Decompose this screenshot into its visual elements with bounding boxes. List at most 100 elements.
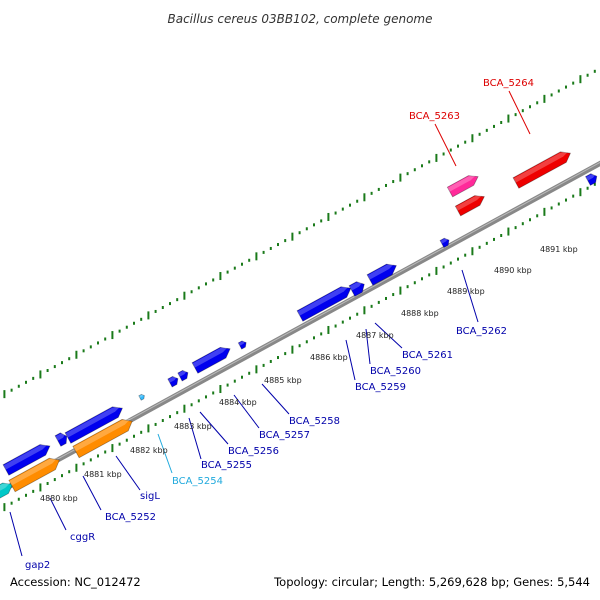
label-leader [508,90,531,135]
kbp-label: 4891 kbp [540,245,578,254]
cds-arrow-shine [447,174,477,192]
cds-arrow-body [439,237,450,249]
cds-arrow-shine [178,370,187,377]
gene-label: BCA_5257 [259,430,310,441]
label-leader [345,339,356,381]
cds-arrow-shine [349,281,363,291]
cds-arrow-shine [73,418,131,452]
label-leader [365,328,371,365]
cds-arrow [191,346,231,374]
cds-arrow [366,263,397,286]
cds-arrow [585,173,598,186]
cds-arrow-body [366,263,397,286]
label-leaders [9,90,531,557]
cds-arrow-shine [238,341,246,346]
kbp-label: 4882 kbp [130,446,168,455]
kbp-label: 4884 kbp [219,398,257,407]
cds-arrow-shine [192,346,229,368]
kbp-labels: 4880 kbp 4881 kbp 4882 kbp 4883 kbp 4884 kbp… [40,245,578,503]
cds-arrow [446,174,479,198]
cds-arrow [454,194,485,217]
cds-arrow-body [446,175,479,198]
cds-arrow-shine [585,174,596,181]
gene-label: BCA_5264 [483,78,534,89]
gene-label: BCA_5254 [172,476,223,487]
cds-arrow-shine [168,376,177,383]
cds-arrow-body [138,393,145,401]
kbp-label: 4883 kbp [174,422,212,431]
label-leader [233,394,260,429]
label-leader [188,417,202,460]
gene-label: BCA_5260 [370,366,421,377]
kbp-label: 4886 kbp [310,353,348,362]
cds-arrow-body [167,376,179,388]
cds-arrow [439,237,450,249]
gene-label: BCA_5262 [456,326,507,337]
label-leader [461,269,479,323]
gene-label: BCA_5263 [409,111,460,122]
kbp-label: 4885 kbp [264,376,302,385]
cds-arrow-shine [297,285,350,316]
label-leader [374,322,403,349]
accession-text: Accession: NC_012472 [10,575,141,589]
cds-arrow-shine [138,394,144,398]
label-leader [115,455,141,491]
cds-arrow-shine [440,238,449,244]
cds-arrow [8,457,60,493]
cds-arrow-shine [65,405,122,438]
gene-label: cggR [70,532,95,543]
gene-label: sigL [140,491,160,502]
cds-arrow-body [8,457,60,493]
cds-arrow-body [512,151,571,189]
cds-arrow-body [64,406,123,444]
cds-arrow-shine [367,263,395,280]
gene-features [0,150,598,500]
gene-label: BCA_5255 [201,460,252,471]
label-leader [9,511,23,557]
kbp-label: 4881 kbp [84,470,122,479]
cds-arrow [138,393,145,401]
cds-arrow-body [72,419,133,459]
cds-arrow-shine [455,194,484,211]
kbp-label: 4888 kbp [401,309,439,318]
cds-arrow [72,418,133,459]
label-leader [434,123,457,167]
label-leader [261,383,290,415]
cds-arrow [54,432,68,447]
cds-arrow-body [54,432,68,447]
cds-arrow-body [585,173,598,186]
cds-arrow-body [0,482,14,500]
gene-labels: gap2 cggR BCA_5252 sigL BCA_5254 BCA_5255 BCA_… [25,78,534,571]
cds-arrow-body [454,195,485,217]
genome-summary-text: Topology: circular; Length: 5,269,628 bp… [273,575,590,589]
cds-arrow-body [2,444,51,476]
cds-arrow-shine [9,457,58,486]
cds-arrow-shine [3,443,49,470]
gene-label: BCA_5256 [228,446,279,457]
gene-label: BCA_5261 [402,350,453,361]
cds-arrow [167,376,179,388]
cds-arrow-body [348,281,365,297]
cds-arrow [64,405,123,444]
cds-arrow [237,340,247,350]
cds-arrow-body [177,370,189,382]
cds-arrow [2,443,51,476]
kbp-label: 4890 kbp [494,266,532,275]
gene-label: gap2 [25,560,50,571]
cds-arrow-shine [55,433,66,441]
cds-arrow-body [191,346,231,374]
cds-arrow [348,281,365,297]
kbp-label: 4880 kbp [40,494,78,503]
cds-arrow [177,370,189,382]
gene-label: BCA_5252 [105,512,156,523]
cds-arrow [512,150,571,189]
cds-arrow [0,481,14,500]
cds-arrow-shine [513,150,570,183]
cds-arrow-shine [0,481,12,494]
label-leader [82,475,102,511]
label-leader [49,497,67,531]
label-leader [199,411,229,445]
kbp-label: 4887 kbp [356,331,394,340]
cds-arrow [296,285,352,322]
